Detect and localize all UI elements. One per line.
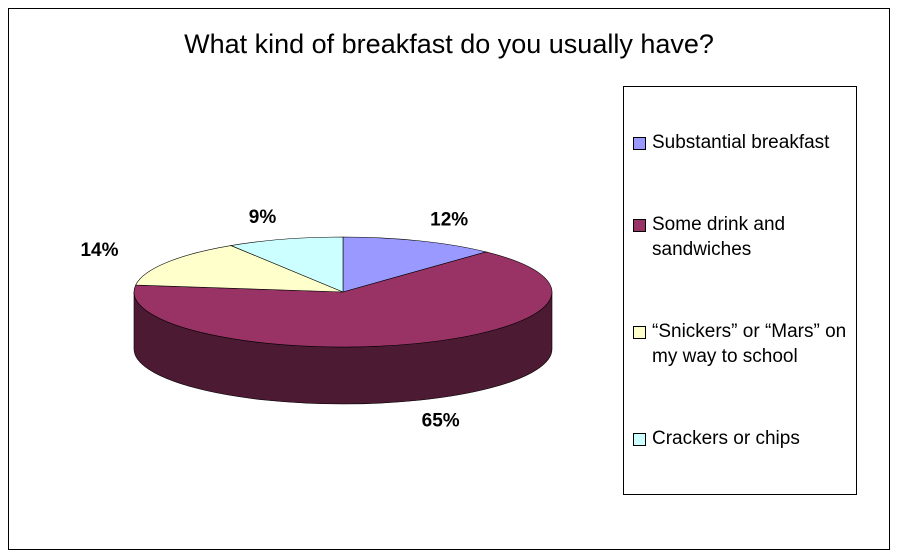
slice [229,236,344,293]
legend: Substantial breakfast Some drink and sand… [623,86,857,495]
data-label: 9% [249,207,277,228]
legend-label: “Snickers” or “Mars” on my way to school [652,321,847,368]
pie-labels: 12% 65% 14% 9% [80,207,468,431]
slice [135,245,344,293]
data-label: 12% [430,209,468,230]
legend-label: Substantial breakfast [652,131,830,153]
legend-item: Some drink and sandwiches [633,212,848,262]
legend-swatch [633,218,646,232]
legend-item: Substantial breakfast [633,130,848,155]
pie-tops [133,236,553,348]
legend-item: Crackers or chips [633,426,848,451]
legend-item: “Snickers” or “Mars” on my way to school [633,319,848,369]
legend-swatch [633,326,646,340]
chart-title: What kind of breakfast do you usually ha… [184,29,714,59]
legend-swatch [633,433,646,447]
legend-label: Some drink and sandwiches [652,213,786,260]
slice [342,236,488,293]
data-label: 65% [422,410,460,431]
data-label: 14% [80,240,118,261]
slice [133,251,553,348]
legend-swatch [633,136,646,150]
legend-label: Crackers or chips [652,428,800,450]
